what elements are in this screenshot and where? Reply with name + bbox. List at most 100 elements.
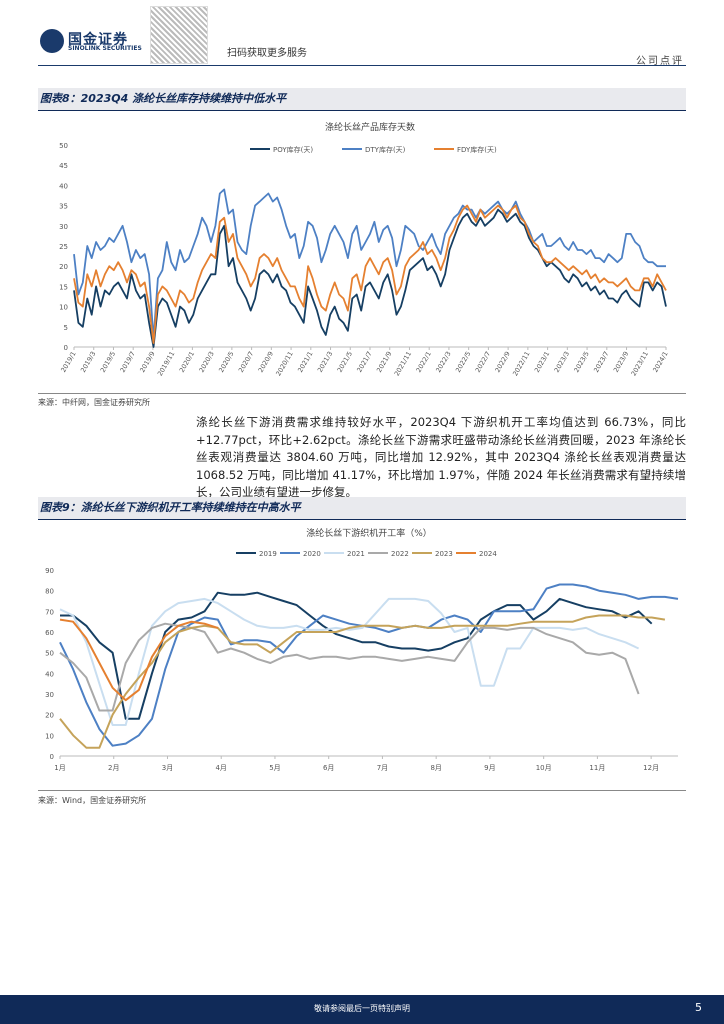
y-tick-label-6: 60 [45,629,54,637]
y-tick-label-0: 0 [50,753,54,761]
figure8-title: 图表8：2023Q4 涤纶长丝库存持续维持中低水平 [38,88,686,110]
x-tick-label-6: 2020/1 [178,350,196,374]
figure8-bottom-rule [38,393,686,394]
legend-label-2: 2021 [347,550,365,558]
y-tick-label-2: 20 [45,712,54,720]
x-tick-label-18: 2022/1 [415,350,433,374]
x-tick-label-17: 2021/11 [393,350,413,377]
legend-label-5: 2024 [479,550,497,558]
x-tick-label-30: 2024/1 [651,350,669,374]
series-line-POY库存(天) [73,208,667,348]
y-tick-label-8: 40 [59,182,68,190]
x-tick-label-9: 10月 [536,764,552,772]
y-tick-label-7: 70 [45,608,54,616]
y-tick-label-5: 50 [45,650,54,658]
x-tick-label-10: 11月 [589,764,605,772]
x-tick-label-9: 2020/7 [237,350,255,374]
y-tick-label-1: 10 [45,732,54,740]
chart-title: 涤纶长丝产品库存天数 [325,121,415,133]
qr-label: 扫码获取更多服务 [227,48,307,59]
figure9-title-rule [38,519,686,520]
x-tick-label-5: 6月 [323,764,334,772]
x-tick-label-3: 4月 [215,764,226,772]
logo-text-cn: 国金证券 [68,32,128,48]
x-tick-label-10: 2020/9 [257,350,275,374]
x-tick-label-3: 2019/7 [119,350,137,374]
x-tick-label-11: 2020/11 [274,350,294,377]
series-line-2023 [59,614,666,749]
x-tick-label-0: 2019/1 [59,350,77,374]
legend-label-1: 2020 [303,550,321,558]
figure8-source: 来源：中纤网，国金证券研究所 [38,398,150,407]
y-tick-label-8: 80 [45,588,54,596]
x-tick-label-25: 2023/3 [553,350,571,374]
qr-code-icon[interactable] [150,6,208,64]
footer-bar [0,995,724,1024]
y-tick-label-4: 20 [59,263,68,271]
x-tick-label-29: 2023/11 [630,350,650,377]
x-tick-label-13: 2021/3 [316,350,334,374]
y-tick-label-3: 30 [45,691,54,699]
x-tick-label-0: 1月 [54,764,65,772]
loom-operating-rate-chart: 涤纶长丝下游织机开工率（%）2019 2020 2021 2022 2023 202401… [45,527,679,772]
analysis-paragraph: 涤纶长丝下游消费需求维持较好水平，2023Q4 下游织机开工率均值达到 66.7… [196,415,686,499]
x-tick-label-1: 2月 [108,764,119,772]
x-tick-label-11: 12月 [643,764,659,772]
legend-label-2: FDY库存(天) [457,145,497,154]
x-tick-label-7: 2020/3 [197,350,215,374]
y-tick-label-7: 35 [59,203,68,211]
x-tick-label-21: 2022/7 [474,350,492,374]
series-line-DTY库存(天) [73,188,666,340]
y-tick-label-6: 30 [59,223,68,231]
x-tick-label-23: 2022/11 [511,350,531,377]
x-tick-label-14: 2021/5 [336,350,354,374]
x-tick-label-20: 2022/5 [454,350,472,374]
x-tick-label-22: 2022/9 [493,350,511,374]
legend-label-3: 2022 [391,550,409,558]
series-line-2020 [59,583,679,747]
header-divider [38,65,686,66]
x-tick-label-6: 7月 [377,764,388,772]
figure9-source: 来源：Wind，国金证券研究所 [38,796,147,805]
x-tick-label-5: 2019/11 [156,350,176,377]
series-line-FDY库存(天) [73,204,667,344]
figure8-title-rule [38,110,686,111]
x-tick-label-8: 2020/5 [217,350,235,374]
y-tick-label-9: 90 [45,567,54,575]
y-tick-label-10: 50 [59,142,68,150]
document-type: 公司点评 [636,56,684,67]
series-line-2019 [60,591,653,720]
footer-disclaimer[interactable]: 敬请参阅最后一页特别声明 [314,1004,410,1013]
series-line-2024 [59,618,219,702]
y-tick-label-1: 5 [64,324,68,332]
x-tick-label-28: 2023/9 [612,350,630,374]
x-tick-label-8: 9月 [484,764,495,772]
y-tick-label-4: 40 [45,670,54,678]
x-tick-label-7: 8月 [430,764,441,772]
legend-label-1: DTY库存(天) [365,145,406,154]
page-number: 5 [695,1001,702,1014]
x-tick-label-12: 2021/1 [296,350,314,374]
x-tick-label-1: 2019/3 [79,350,97,374]
x-tick-label-2: 3月 [162,764,173,772]
x-tick-label-15: 2021/7 [355,350,373,374]
figure9-title: 图表9：涤纶长丝下游织机开工率持续维持在中高水平 [38,497,686,519]
x-tick-label-24: 2023/1 [533,350,551,374]
chart-title: 涤纶长丝下游织机开工率（%） [306,527,432,539]
y-tick-label-5: 25 [59,243,68,251]
x-tick-label-27: 2023/7 [592,350,610,374]
x-tick-label-16: 2021/9 [375,350,393,374]
y-tick-label-2: 10 [59,304,68,312]
legend-label-0: POY库存(天) [273,145,313,154]
x-tick-label-26: 2023/5 [572,350,590,374]
y-tick-label-3: 15 [59,283,68,291]
legend-label-0: 2019 [259,550,277,558]
company-logo-icon [40,29,64,53]
x-tick-label-19: 2022/3 [434,350,452,374]
figure9-bottom-rule [38,790,686,791]
y-tick-label-0: 0 [64,344,68,352]
x-tick-label-4: 5月 [269,764,280,772]
series-line-2021 [59,597,640,726]
inventory-days-chart: 涤纶长丝产品库存天数 POY库存(天) DTY库存(天) FDY库存(天) 0 5 10 15… [59,121,670,377]
logo-text-en: SINOLINK SECURITIES [68,45,142,52]
